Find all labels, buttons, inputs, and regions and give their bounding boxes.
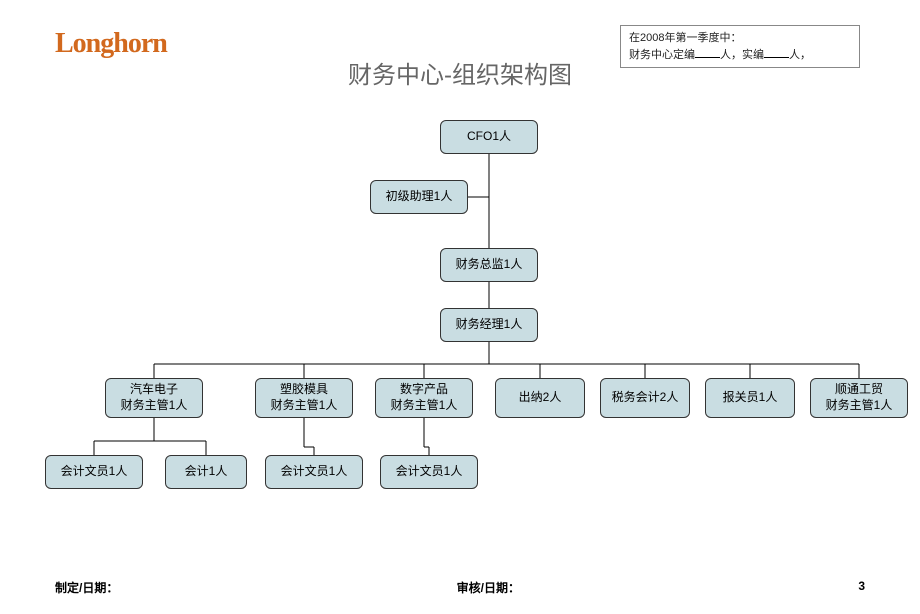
header-note-line1: 在2008年第一季度中： <box>629 30 851 47</box>
node-b7: 顺通工贸 财务主管1人 <box>810 378 908 418</box>
node-b6: 报关员1人 <box>705 378 795 418</box>
footer-page-number: 3 <box>858 579 865 596</box>
node-b3: 数字产品 财务主管1人 <box>375 378 473 418</box>
page-title: 财务中心-组织架构图 <box>0 55 920 90</box>
org-chart: CFO1人初级助理1人财务总监1人财务经理1人汽车电子 财务主管1人 塑胶模具 财… <box>0 110 920 550</box>
node-c4: 会计文员1人 <box>380 455 478 489</box>
node-cfo: CFO1人 <box>440 120 538 154</box>
node-b4: 出纳2人 <box>495 378 585 418</box>
node-b1: 汽车电子 财务主管1人 <box>105 378 203 418</box>
node-mgr: 财务经理1人 <box>440 308 538 342</box>
footer: 制定/日期： 审核/日期： 3 <box>55 579 865 596</box>
node-c3: 会计文员1人 <box>265 455 363 489</box>
node-dir: 财务总监1人 <box>440 248 538 282</box>
node-b5: 税务会计2人 <box>600 378 690 418</box>
node-asst: 初级助理1人 <box>370 180 468 214</box>
node-b2: 塑胶模具 财务主管1人 <box>255 378 353 418</box>
footer-center: 审核/日期： <box>457 579 520 596</box>
node-c2: 会计1人 <box>165 455 247 489</box>
node-c1: 会计文员1人 <box>45 455 143 489</box>
footer-left: 制定/日期： <box>55 579 118 596</box>
